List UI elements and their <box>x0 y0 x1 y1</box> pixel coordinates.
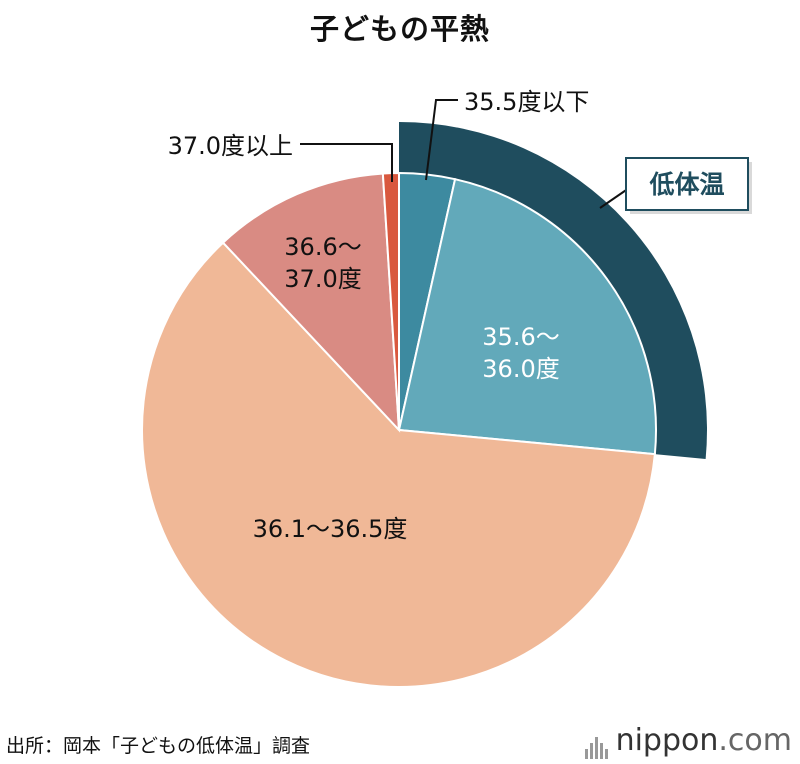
slice-label: 37.0度 <box>284 265 361 293</box>
pie-slice <box>381 171 400 431</box>
highlight-callout-box <box>625 157 749 211</box>
slice-label: 36.1〜36.5度 <box>253 515 408 543</box>
slice-label: 35.6〜 <box>482 323 559 351</box>
nippon-logo: nippon.com <box>584 723 792 759</box>
source-note: 出所：岡本「子どもの低体温」調査 <box>6 735 311 757</box>
chart-title: 子どもの平熱 <box>309 12 490 46</box>
slice-label: 36.6〜 <box>284 233 361 261</box>
leader-line <box>425 99 458 181</box>
logo-domain: .com <box>718 723 792 758</box>
logo-bars-icon <box>584 724 610 759</box>
slice-label: 36.0度 <box>482 355 559 383</box>
leader-line <box>300 143 393 182</box>
slice-label: 35.5度以下 <box>464 88 589 116</box>
pie-slice <box>221 172 401 433</box>
highlight-callout-label: 低体温 <box>648 170 724 199</box>
logo-brand: nippon <box>615 723 719 758</box>
slice-label: 37.0度以上 <box>168 132 293 160</box>
pie-slice <box>141 241 656 688</box>
pie-slice <box>397 177 657 456</box>
